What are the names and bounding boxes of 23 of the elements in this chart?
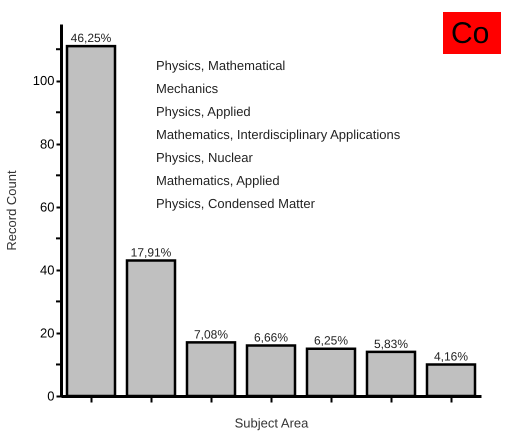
annotation: 6,66% (254, 330, 288, 345)
annotation: Mathematics, Applied (156, 173, 280, 188)
annotation: Physics, Applied (156, 104, 251, 119)
annotation: Physics, Condensed Matter (156, 196, 316, 211)
annotation: Mathematics, Interdisciplinary Applications (156, 127, 401, 142)
y-tick-label: 40 (40, 262, 54, 278)
y-tick-label: 20 (40, 325, 54, 340)
y-tick-label: 0 (47, 388, 54, 404)
annotation: 4,16% (434, 349, 468, 364)
annotation: Co (451, 17, 490, 50)
x-axis-title: Subject Area (234, 416, 310, 430)
annotation: Physics, Mathematical (156, 58, 286, 73)
y-axis-title: Record Count (4, 170, 19, 251)
y-tick-label: 100 (32, 73, 54, 88)
annotation: 7,08% (194, 327, 228, 342)
annotation: 46,25% (70, 31, 112, 46)
annotation: Physics, Nuclear (156, 150, 254, 165)
annotation: Mechanics (156, 81, 219, 96)
y-tick-label: 80 (40, 136, 54, 152)
annotation: 5,83% (374, 336, 408, 351)
annotation: 17,91% (130, 245, 172, 260)
annotation: 6,25% (314, 334, 348, 348)
y-tick-label: 60 (40, 199, 54, 214)
